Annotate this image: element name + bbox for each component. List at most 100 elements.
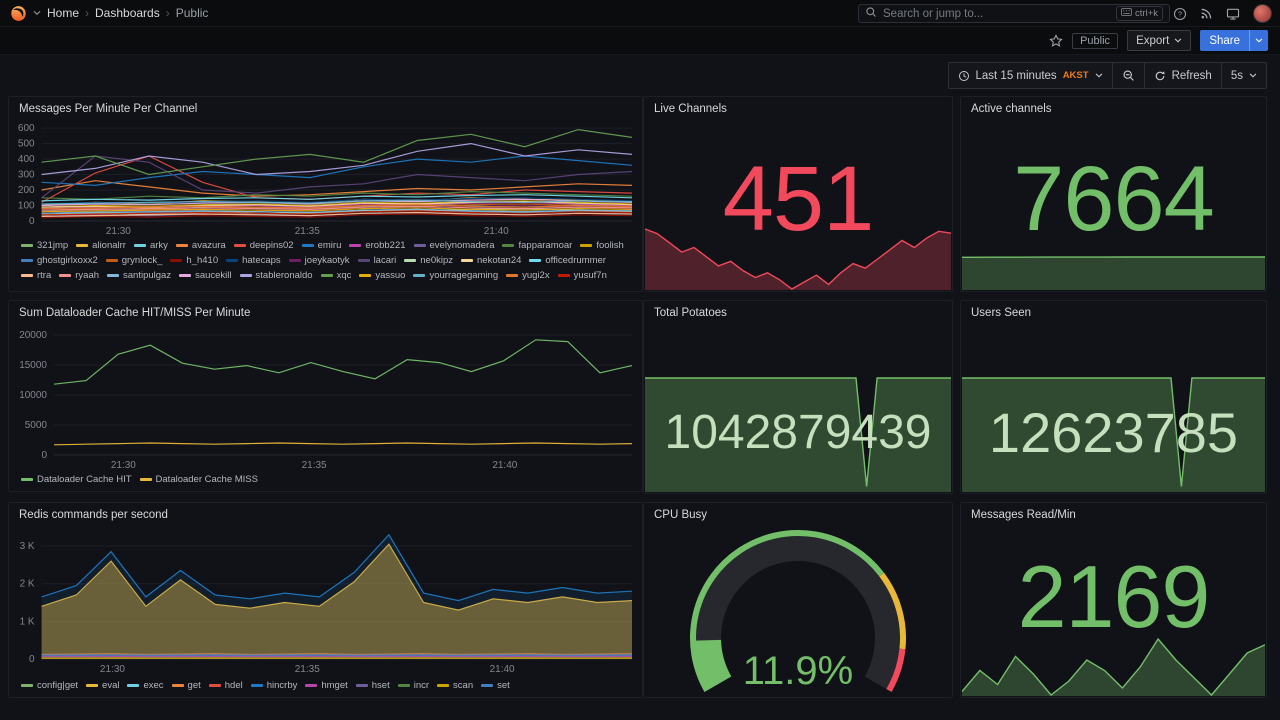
legend-item[interactable]: yassuo xyxy=(359,269,405,282)
live-channels-value: 451 xyxy=(722,148,875,250)
svg-text:0: 0 xyxy=(29,216,35,227)
export-button[interactable]: Export xyxy=(1127,30,1192,51)
panel-title[interactable]: Redis commands per second xyxy=(19,509,168,521)
legend-item[interactable]: set xyxy=(481,679,510,692)
share-caret-button[interactable] xyxy=(1249,30,1268,51)
series-label: emiru xyxy=(317,240,342,251)
legend-item[interactable]: ne0kipz xyxy=(404,254,453,267)
series-color-swatch xyxy=(105,259,118,262)
public-tag[interactable]: Public xyxy=(1072,32,1119,49)
share-button[interactable]: Share xyxy=(1200,30,1249,51)
refresh-interval-picker[interactable]: 5s xyxy=(1220,63,1266,88)
legend-item[interactable]: scan xyxy=(437,679,473,692)
legend-item[interactable]: Dataloader Cache HIT xyxy=(21,473,132,486)
series-label: incr xyxy=(413,680,430,691)
legend-item[interactable]: yugi2x xyxy=(506,269,550,282)
legend-item[interactable]: Dataloader Cache MISS xyxy=(139,473,258,486)
legend-item[interactable]: saucekill xyxy=(179,269,232,282)
rss-icon[interactable] xyxy=(1200,7,1213,20)
legend-item[interactable]: incr xyxy=(397,679,430,692)
legend-item[interactable]: yourragegaming xyxy=(413,269,498,282)
legend-item[interactable]: erobb221 xyxy=(349,239,406,252)
breadcrumb-dashboards[interactable]: Dashboards xyxy=(95,6,160,20)
zoom-out-icon xyxy=(1123,70,1134,81)
series-color-swatch xyxy=(76,244,89,247)
zoom-out-button[interactable] xyxy=(1111,63,1144,88)
legend-item[interactable]: grynlock_ xyxy=(105,254,162,267)
legend-item[interactable]: deepins02 xyxy=(233,239,294,252)
panel-title[interactable]: Sum Dataloader Cache HIT/MISS Per Minute xyxy=(19,307,251,319)
series-label: hdel xyxy=(224,680,243,691)
search-input[interactable]: Search or jump to... ctrl+k xyxy=(858,4,1170,23)
legend-item[interactable]: get xyxy=(171,679,201,692)
panel-users-seen: Users Seen 12623785 xyxy=(960,300,1267,494)
messages-legend: 321jmp alionalrr arky avazura deepins02 emiru… xyxy=(13,239,640,282)
breadcrumb-current[interactable]: Public xyxy=(175,6,209,20)
time-range-picker[interactable]: Last 15 minutes AKST xyxy=(949,63,1112,88)
legend-item[interactable]: joeykaotyk xyxy=(288,254,350,267)
svg-text:21:40: 21:40 xyxy=(492,460,517,471)
svg-text:0: 0 xyxy=(29,654,35,665)
messages-chart[interactable]: 0 100 200 300 400 500 600 21:30 21:35 21:40 xyxy=(13,119,636,237)
legend-item[interactable]: officedrummer xyxy=(529,254,606,267)
legend-item[interactable]: 321jmp xyxy=(21,239,68,252)
legend-item[interactable]: lacari xyxy=(357,254,396,267)
series-color-swatch xyxy=(301,244,314,247)
legend-item[interactable]: emiru xyxy=(301,239,342,252)
legend-item[interactable]: alionalrr xyxy=(76,239,126,252)
breadcrumb-home[interactable]: Home xyxy=(47,6,80,20)
panel-title[interactable]: Active channels xyxy=(971,103,1052,115)
legend-item[interactable]: avazura xyxy=(175,239,226,252)
legend-item[interactable]: arky xyxy=(133,239,168,252)
legend-item[interactable]: stableronaldo xyxy=(239,269,313,282)
legend-item[interactable]: rtra xyxy=(21,269,51,282)
legend-item[interactable]: hatecaps xyxy=(226,254,281,267)
series-color-swatch xyxy=(21,274,33,277)
legend-item[interactable]: evelynomadera xyxy=(413,239,494,252)
time-controls: Last 15 minutes AKST Refresh 5s xyxy=(947,62,1267,89)
panel-active-channels: Active channels 7664 xyxy=(960,96,1267,292)
dataloader-chart[interactable]: 0 5000 10000 15000 20000 21:30 21:35 21:40 xyxy=(13,323,636,471)
legend-item[interactable]: config|get xyxy=(21,679,78,692)
legend-item[interactable]: hincrby xyxy=(250,679,297,692)
series-color-swatch xyxy=(21,259,33,262)
legend-item[interactable]: h_h410 xyxy=(170,254,218,267)
legend-item[interactable]: hdel xyxy=(208,679,243,692)
panel-title[interactable]: Total Potatoes xyxy=(654,307,727,319)
panel-title[interactable]: Messages Read/Min xyxy=(971,509,1076,521)
refresh-button[interactable]: Refresh xyxy=(1143,63,1221,88)
star-icon[interactable] xyxy=(1049,33,1063,48)
series-color-swatch xyxy=(580,244,593,247)
legend-item[interactable]: hmget xyxy=(305,679,348,692)
top-navigation: Home › Dashboards › Public Search or jum… xyxy=(0,0,1280,27)
legend-item[interactable]: nekotan24 xyxy=(461,254,521,267)
redis-chart[interactable]: 0 1 K 2 K 3 K 21:30 21:35 21:40 xyxy=(13,525,636,675)
svg-text:21:40: 21:40 xyxy=(484,226,509,237)
panel-title[interactable]: Messages Per Minute Per Channel xyxy=(19,103,198,115)
series-color-swatch xyxy=(127,684,140,687)
chevron-down-icon[interactable] xyxy=(33,10,41,16)
legend-item[interactable]: xqc xyxy=(320,269,351,282)
help-icon[interactable]: ? xyxy=(1173,7,1187,21)
legend-item[interactable]: eval xyxy=(86,679,119,692)
panel-title[interactable]: Users Seen xyxy=(971,307,1032,319)
legend-item[interactable]: yusuf7n xyxy=(557,269,607,282)
svg-text:3 K: 3 K xyxy=(20,541,35,552)
series-color-swatch xyxy=(233,244,246,247)
active-channels-sparkline xyxy=(961,256,1265,290)
legend-item[interactable]: santipulgaz xyxy=(107,269,171,282)
monitor-icon[interactable] xyxy=(1226,7,1240,21)
panel-title[interactable]: CPU Busy xyxy=(654,509,708,521)
series-color-swatch xyxy=(557,274,570,277)
grafana-logo-icon[interactable] xyxy=(10,5,27,22)
legend-item[interactable]: fapparamoar xyxy=(502,239,572,252)
panel-title[interactable]: Live Channels xyxy=(654,103,727,115)
legend-item[interactable]: ryaah xyxy=(59,269,99,282)
user-avatar[interactable] xyxy=(1253,4,1272,23)
redis-legend: config|get eval exec get hdel hincrby hmget hse… xyxy=(13,679,640,692)
legend-item[interactable]: hset xyxy=(355,679,390,692)
series-color-swatch xyxy=(208,684,221,687)
legend-item[interactable]: exec xyxy=(127,679,164,692)
legend-item[interactable]: foolish xyxy=(580,239,624,252)
legend-item[interactable]: ghostgirlxoxx2 xyxy=(21,254,98,267)
